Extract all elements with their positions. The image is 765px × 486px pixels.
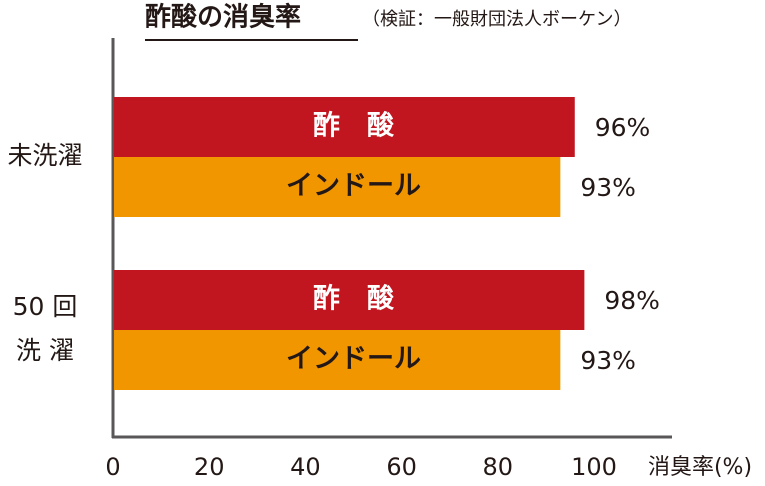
bar-series-label: 酢 酸 — [313, 284, 395, 315]
x-axis-label: 消臭率(%) — [648, 455, 752, 480]
bar — [114, 330, 561, 390]
x-tick-label: 0 — [105, 453, 120, 481]
x-tick-label: 80 — [483, 453, 514, 481]
bar — [114, 270, 585, 330]
y-tick-label: 50 回 — [13, 292, 78, 321]
value-label: 93% — [580, 346, 636, 375]
x-tick-label: 20 — [194, 453, 225, 481]
chart-title: 酢酸の消臭率 — [145, 2, 301, 33]
bar-series-label: 酢 酸 — [313, 111, 395, 142]
y-tick-label: 洗 濯 — [16, 336, 74, 365]
x-tick-label: 60 — [386, 453, 417, 481]
bar-series-label: インドール — [286, 171, 421, 202]
bar — [114, 157, 561, 217]
x-tick-label: 100 — [571, 453, 617, 481]
value-label: 98% — [604, 286, 660, 315]
value-label: 93% — [580, 173, 636, 202]
bar-series-label: インドール — [286, 344, 421, 375]
chart-subtitle: （検証：一般財団法人ボーケン） — [362, 9, 631, 30]
x-tick-label: 40 — [290, 453, 321, 481]
value-label: 96% — [595, 113, 651, 142]
bar — [114, 97, 575, 157]
y-tick-label: 未洗濯 — [7, 141, 82, 170]
